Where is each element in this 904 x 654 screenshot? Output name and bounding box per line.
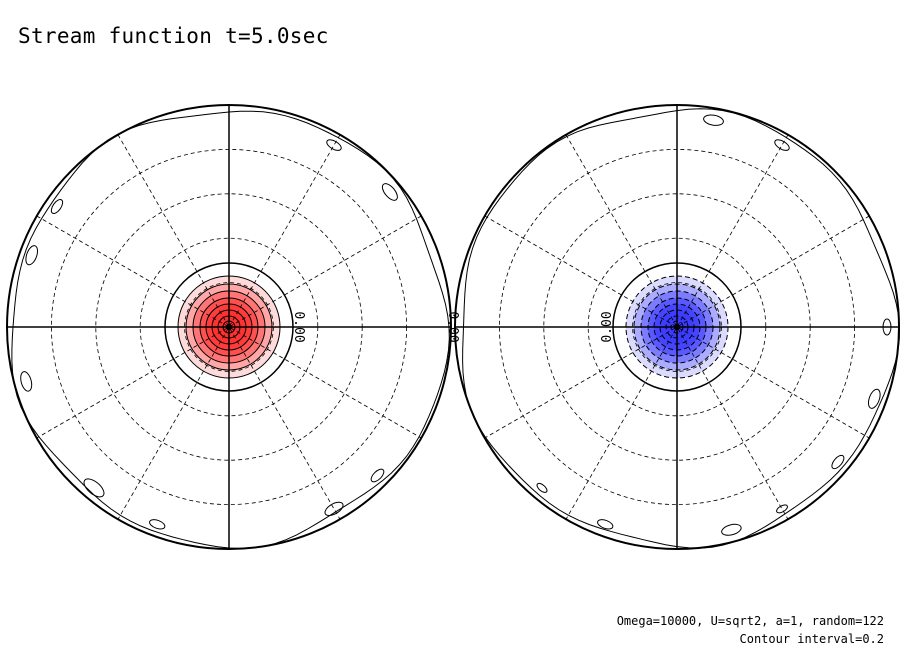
globe-outline (454, 104, 900, 550)
edge-eddy-contour (831, 454, 845, 470)
center-marker (674, 324, 680, 330)
chart-title: Stream function t=5.0sec (18, 24, 329, 48)
edge-eddy-contour (83, 478, 105, 498)
globe-panel-2: 0.00 (454, 104, 901, 550)
boundary-contour (462, 108, 901, 549)
edge-eddy-contour (381, 183, 398, 201)
center-marker (226, 324, 232, 330)
edge-eddy-contour (50, 199, 64, 214)
edge-eddy-contour (25, 245, 39, 266)
contour-label: 0.00 (445, 311, 460, 342)
meridian-line (117, 134, 341, 520)
edge-eddy-contour (776, 504, 788, 514)
edge-eddy-contour (597, 519, 614, 530)
meridian-line (484, 215, 870, 439)
edge-eddy-contour (326, 139, 342, 151)
edge-eddy-contour (536, 482, 548, 493)
contour-interval-note: Contour interval=0.2 (739, 632, 885, 646)
contour-label: 0.00 (291, 311, 306, 342)
edge-eddy-contour (324, 501, 344, 517)
boundary-contour (11, 110, 450, 550)
meridian-line (565, 134, 789, 520)
edge-eddy-contour (703, 114, 724, 126)
edge-eddy-contour (149, 519, 166, 530)
edge-eddy-contour (774, 139, 790, 151)
meridian-line (484, 215, 870, 439)
globe-panel-1: 0.00 (6, 104, 452, 550)
edge-eddy-contour (721, 523, 742, 536)
meridian-line (117, 134, 341, 520)
edge-eddy-contour (882, 318, 892, 336)
meridian-line (565, 134, 789, 520)
parameter-note: Omega=10000, U=sqrt2, a=1, random=122 (616, 614, 884, 628)
edge-eddy-contour (20, 371, 33, 392)
edge-eddy-contour (867, 388, 881, 409)
globe-outline (6, 104, 452, 550)
meridian-line (36, 215, 422, 439)
edge-eddy-contour (370, 468, 385, 483)
contour-label: 0.00 (600, 311, 615, 342)
